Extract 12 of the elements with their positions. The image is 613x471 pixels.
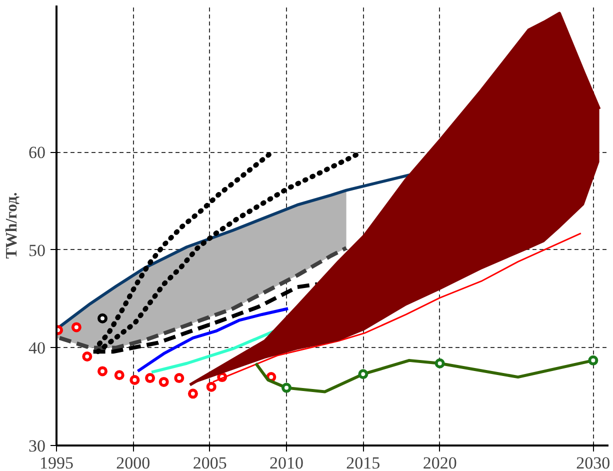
y-tick-label: 50 bbox=[28, 240, 46, 260]
x-tick-label: 2005 bbox=[192, 454, 227, 471]
y-tick-label: 40 bbox=[28, 338, 46, 358]
y-axis-title: TWh/год. bbox=[4, 192, 20, 259]
x-tick-label: 2000 bbox=[116, 454, 150, 471]
x-tick-label: 2020 bbox=[422, 454, 457, 471]
x-tick-label: 2015 bbox=[346, 454, 380, 471]
x-tick-label: 1995 bbox=[40, 454, 74, 471]
y-tick-label: 60 bbox=[28, 143, 46, 162]
x-tick-label: 2030 bbox=[576, 454, 610, 471]
y-tick-label: 30 bbox=[28, 436, 46, 456]
x-tick-label: 2010 bbox=[270, 454, 304, 471]
